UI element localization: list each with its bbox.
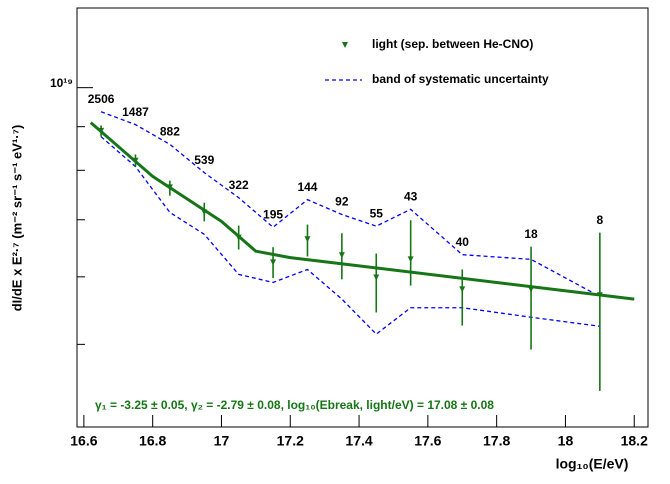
event-count: 882: [160, 125, 180, 139]
x-tick-label: 17.6: [414, 433, 441, 449]
data-point: [459, 286, 466, 293]
event-count: 8: [596, 213, 603, 227]
fit-line: [89, 121, 635, 301]
plot-frame: [76, 7, 649, 428]
data-point: [338, 252, 345, 259]
data-point: [270, 259, 277, 266]
event-count: 92: [335, 195, 349, 209]
event-count: 43: [404, 189, 418, 203]
fit-annotation: γ₁ = -3.25 ± 0.05, γ₂ = -2.79 ± 0.08, lo…: [95, 398, 494, 412]
event-count: 2506: [88, 92, 115, 106]
x-tick-label: 18: [558, 433, 574, 449]
data-point: [596, 292, 603, 299]
x-tick-label: 17.4: [345, 433, 372, 449]
event-count: 1487: [122, 105, 149, 119]
y-axis-label: dI/dE x E²·⁷ (m⁻² sr⁻¹ s⁻¹ eV¹·⁷): [9, 125, 24, 312]
y-tick-label: 10¹⁹: [50, 76, 73, 90]
legend-marker: [342, 42, 348, 48]
uncertainty-band-upper: [100, 111, 601, 298]
event-count: 195: [263, 207, 283, 221]
x-axis-label: log₁₀(E/eV): [556, 456, 629, 472]
x-tick-label: 17: [214, 433, 230, 449]
event-count: 18: [524, 227, 538, 241]
data-point: [98, 127, 105, 134]
event-count: 144: [297, 180, 317, 194]
event-count: 539: [194, 153, 214, 167]
data-point: [407, 256, 414, 263]
data-point: [132, 157, 139, 164]
legend-label: light (sep. between He-CNO): [372, 37, 533, 51]
data-point: [304, 236, 311, 243]
x-tick-label: 18.2: [621, 433, 648, 449]
event-count: 40: [456, 235, 470, 249]
data-point: [201, 209, 208, 216]
x-tick-label: 16.8: [139, 433, 166, 449]
event-count: 322: [229, 178, 249, 192]
legend-label: band of systematic uncertainty: [372, 72, 549, 86]
data-point: [235, 234, 242, 241]
event-count: 55: [370, 206, 384, 220]
data-point: [373, 274, 380, 281]
x-tick-label: 17.8: [483, 433, 510, 449]
legend: light (sep. between He-CNO) band of syst…: [372, 37, 549, 86]
x-tick-label: 16.6: [70, 433, 97, 449]
data-point: [528, 286, 535, 293]
data-point: [166, 184, 173, 191]
x-tick-label: 17.2: [277, 433, 304, 449]
